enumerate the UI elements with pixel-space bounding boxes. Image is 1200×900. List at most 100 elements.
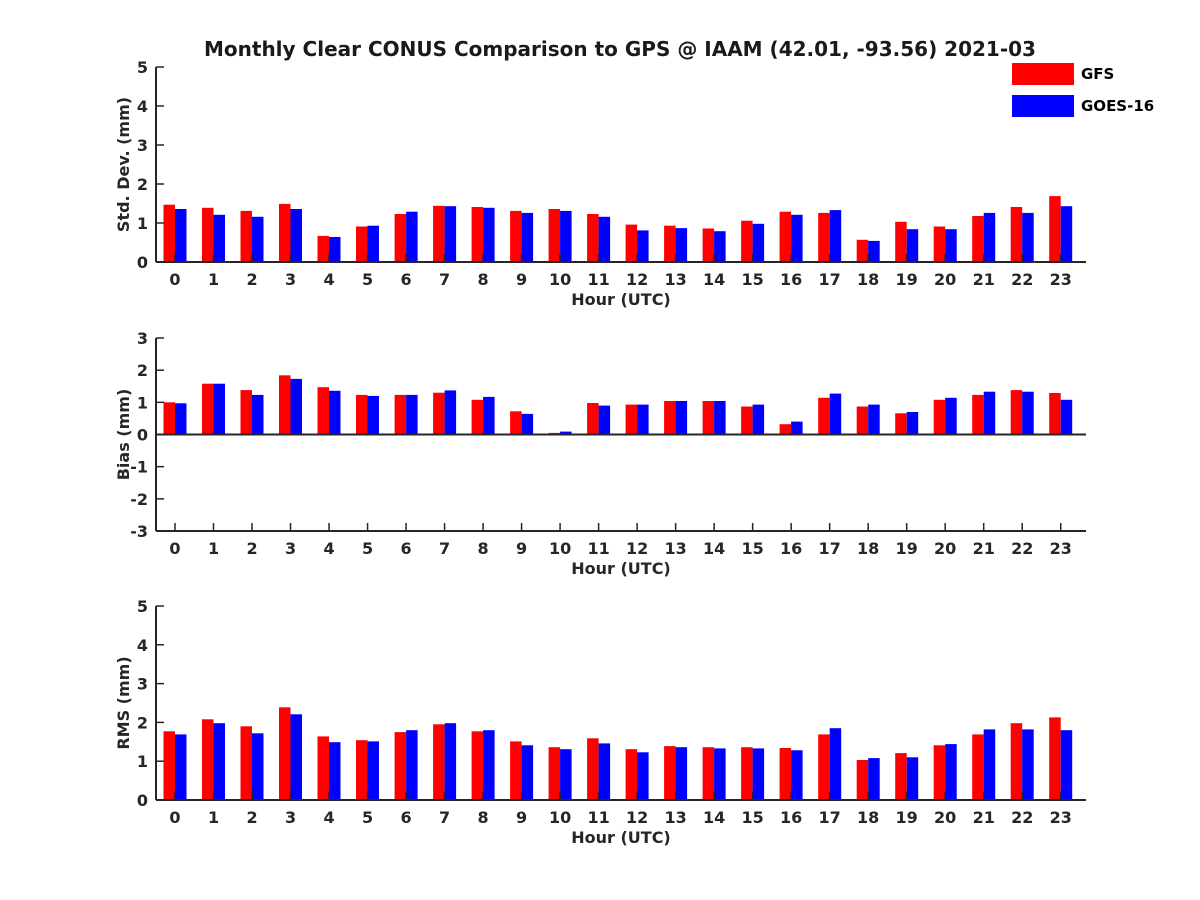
x-tick-label: 21 (973, 808, 995, 827)
y-tick-label: -3 (130, 522, 148, 541)
y-tick-label: 1 (137, 752, 148, 771)
bar-goes-16-hour-11 (598, 405, 611, 435)
x-tick-label: 2 (246, 808, 257, 827)
x-tick-label: 8 (478, 539, 489, 558)
bar-goes-16-hour-2 (252, 216, 264, 262)
y-axis-label: Std. Dev. (mm) (114, 97, 133, 232)
x-tick-label: 9 (516, 808, 527, 827)
x-tick-label: 1 (208, 808, 219, 827)
x-tick-label: 16 (780, 270, 802, 289)
bar-gfs-hour-6 (394, 732, 407, 800)
bar-goes-16-hour-15 (752, 223, 765, 262)
bar-gfs-hour-8 (471, 207, 484, 262)
bar-goes-16-hour-22 (1022, 212, 1034, 262)
x-tick-label: 7 (439, 808, 450, 827)
bar-gfs-hour-10 (548, 209, 561, 262)
x-tick-label: 23 (1050, 808, 1072, 827)
bar-gfs-hour-23 (1049, 393, 1061, 435)
bar-gfs-hour-22 (1010, 390, 1023, 435)
bar-goes-16-hour-12 (637, 752, 649, 800)
y-tick-label: 1 (137, 214, 148, 233)
x-tick-label: 5 (362, 808, 373, 827)
bar-gfs-hour-7 (433, 205, 445, 262)
x-tick-label: 14 (703, 270, 725, 289)
bar-gfs-hour-12 (625, 404, 638, 435)
x-tick-label: 6 (400, 270, 411, 289)
bar-gfs-hour-13 (664, 401, 676, 435)
x-tick-label: 10 (549, 808, 571, 827)
bar-gfs-hour-23 (1049, 196, 1061, 262)
bar-goes-16-hour-9 (521, 745, 534, 800)
x-tick-label: 13 (664, 270, 686, 289)
x-tick-label: 3 (285, 539, 296, 558)
bar-goes-16-hour-20 (945, 744, 957, 800)
x-tick-label: 13 (664, 539, 686, 558)
bar-gfs-hour-12 (625, 224, 638, 262)
x-tick-label: 19 (896, 270, 918, 289)
x-tick-label: 16 (780, 539, 802, 558)
bar-goes-16-hour-4 (329, 742, 341, 800)
bar-goes-16-hour-8 (483, 207, 495, 262)
bar-goes-16-hour-1 (213, 383, 225, 435)
bar-goes-16-hour-23 (1060, 206, 1073, 262)
x-tick-label: 7 (439, 539, 450, 558)
y-tick-label: 3 (137, 329, 148, 348)
bar-gfs-hour-13 (664, 225, 676, 262)
x-tick-label: 12 (626, 270, 648, 289)
bar-gfs-hour-16 (779, 748, 792, 800)
x-tick-label: 22 (1011, 270, 1033, 289)
bar-goes-16-hour-7 (444, 390, 457, 435)
bar-gfs-hour-20 (933, 745, 946, 800)
bar-goes-16-hour-4 (329, 237, 341, 262)
x-tick-label: 17 (819, 539, 841, 558)
bar-goes-16-hour-11 (598, 743, 611, 800)
bar-goes-16-hour-7 (444, 723, 457, 800)
x-tick-label: 13 (664, 808, 686, 827)
bar-goes-16-hour-19 (906, 229, 919, 262)
bar-gfs-hour-2 (240, 726, 252, 800)
bar-gfs-hour-14 (702, 228, 715, 262)
y-tick-label: 4 (137, 97, 148, 116)
bar-goes-16-hour-16 (791, 750, 803, 800)
y-tick-label: 5 (137, 58, 148, 77)
legend-swatch-gfs (1012, 63, 1074, 85)
x-tick-label: 15 (742, 539, 764, 558)
x-tick-label: 9 (516, 539, 527, 558)
bar-gfs-hour-21 (972, 216, 984, 262)
bar-goes-16-hour-18 (868, 240, 880, 262)
bar-gfs-hour-17 (818, 397, 830, 435)
x-tick-label: 18 (857, 808, 879, 827)
bar-goes-16-hour-13 (675, 747, 688, 800)
bar-gfs-hour-5 (356, 394, 368, 435)
legend-label-gfs: GFS (1081, 65, 1114, 83)
bar-goes-16-hour-14 (714, 748, 726, 800)
legend-label-goes-16: GOES-16 (1081, 97, 1154, 115)
bar-goes-16-hour-10 (560, 431, 572, 435)
legend-swatch-goes-16 (1012, 95, 1074, 117)
x-tick-label: 12 (626, 539, 648, 558)
x-tick-label: 18 (857, 270, 879, 289)
bar-goes-16-hour-12 (637, 230, 649, 262)
bar-gfs-hour-22 (1010, 723, 1023, 800)
x-tick-label: 7 (439, 270, 450, 289)
x-tick-label: 2 (246, 539, 257, 558)
bar-gfs-hour-18 (856, 239, 869, 262)
x-tick-label: 17 (819, 808, 841, 827)
bar-goes-16-hour-0 (175, 403, 187, 435)
bar-goes-16-hour-21 (983, 212, 996, 262)
x-tick-label: 10 (549, 539, 571, 558)
bar-gfs-hour-1 (202, 383, 214, 435)
x-tick-label: 20 (934, 808, 956, 827)
x-axis-label: Hour (UTC) (571, 559, 671, 578)
bar-goes-16-hour-8 (483, 730, 495, 800)
bar-gfs-hour-2 (240, 210, 252, 262)
legend: GFS GOES-16 (1012, 63, 1154, 117)
x-tick-label: 15 (742, 270, 764, 289)
bar-gfs-hour-21 (972, 734, 984, 800)
bar-gfs-hour-3 (279, 707, 291, 800)
x-tick-label: 21 (973, 539, 995, 558)
x-tick-label: 8 (478, 808, 489, 827)
x-axis-label: Hour (UTC) (571, 290, 671, 309)
bar-goes-16-hour-22 (1022, 391, 1034, 435)
